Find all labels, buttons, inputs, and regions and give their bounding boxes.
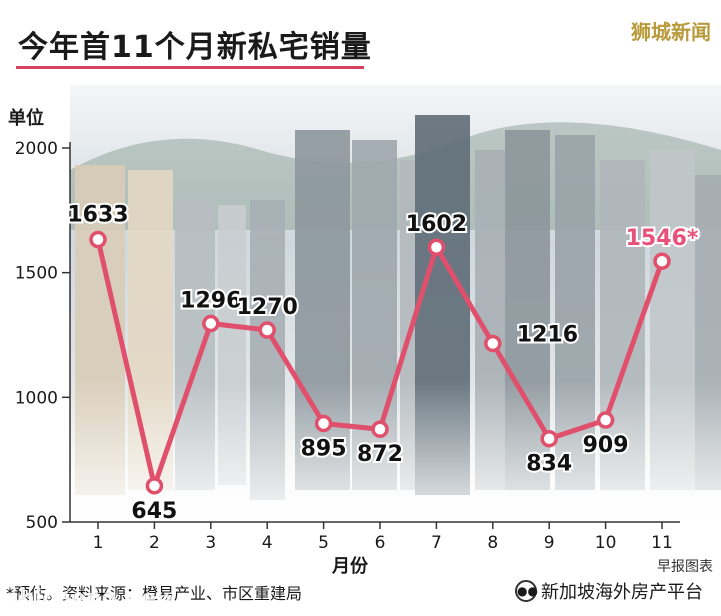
y-tick-label: 500 [26, 513, 58, 533]
data-label: 1296 [180, 289, 241, 314]
data-point [258, 321, 276, 339]
wechat-icon: ●● [515, 580, 538, 602]
x-tick-label: 4 [262, 533, 273, 553]
wechat-account-name: 新加坡海外房产平台 [541, 582, 703, 603]
data-point [653, 252, 671, 270]
y-tick-label: 1000 [15, 388, 58, 408]
data-label: 834 [526, 452, 572, 477]
y-axis-label: 单位 [8, 108, 44, 129]
source-tag: 狮城新闻 [631, 20, 711, 44]
data-point [202, 314, 220, 333]
data-point [145, 477, 164, 495]
data-point [427, 238, 446, 256]
x-tick-label: 2 [149, 533, 160, 553]
page-title: 今年首11个月新私宅销量 [18, 30, 372, 65]
x-tick-label: 8 [487, 533, 498, 553]
y-tick-label: 1500 [15, 264, 58, 284]
data-label: 909 [583, 433, 629, 458]
x-tick-label: 3 [205, 533, 216, 553]
wechat-account: ●● 新加坡海外房产平台 [515, 578, 703, 604]
data-label: 872 [357, 442, 403, 467]
data-label: 1216 [517, 322, 578, 347]
data-label: 645 [131, 499, 177, 524]
data-point [371, 420, 389, 438]
watermark: shicheng.news [6, 586, 190, 611]
data-point [596, 411, 615, 429]
data-label: 895 [301, 437, 347, 462]
x-tick-label: 6 [375, 533, 386, 553]
title-underline [16, 66, 364, 69]
data-label: 1546* [626, 226, 699, 251]
chart-credit: 早报图表 [657, 559, 713, 575]
x-tick-label: 7 [431, 533, 442, 553]
data-point [89, 230, 107, 249]
footnote: *预估。资料来源：橙易产业、市区重建局 [6, 584, 303, 603]
data-label: 1270 [237, 295, 298, 320]
data-point [314, 414, 333, 433]
x-tick-label: 9 [544, 533, 555, 553]
x-tick-label: 11 [651, 533, 673, 553]
x-axis-label: 月份 [331, 555, 369, 577]
data-point [484, 334, 502, 353]
data-label: 1633 [67, 203, 128, 228]
x-tick-label: 10 [595, 533, 617, 553]
y-tick-label: 2000 [15, 139, 58, 159]
x-tick-label: 1 [93, 533, 104, 553]
x-tick-label: 5 [318, 533, 329, 553]
data-point [540, 429, 558, 448]
data-label: 1602 [406, 212, 467, 237]
